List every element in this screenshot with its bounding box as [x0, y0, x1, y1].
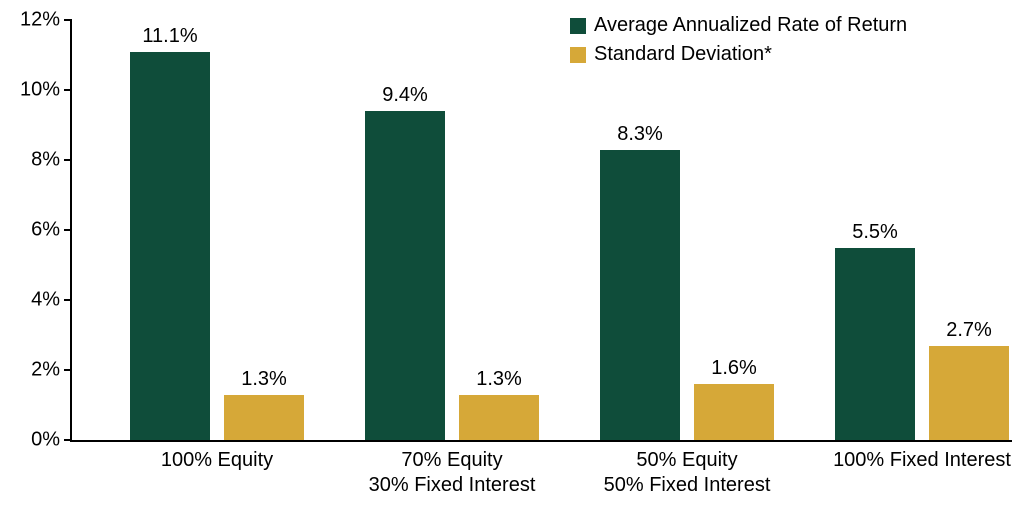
legend-swatch: [570, 18, 586, 34]
bar-value-label: 1.3%: [476, 368, 522, 391]
bar-group: 5.5%2.7%100% Fixed Interest: [812, 20, 1032, 440]
plot-area: 0%2%4%6%8%10%12%11.1%1.3%100% Equity9.4%…: [70, 20, 1012, 442]
bar-return: 11.1%: [130, 52, 210, 441]
y-axis-label: 2%: [31, 359, 60, 382]
legend-label: Standard Deviation*: [594, 43, 772, 66]
bar-return: 9.4%: [365, 111, 445, 440]
y-tick: [64, 299, 72, 301]
bar-value-label: 2.7%: [946, 319, 992, 342]
y-tick: [64, 19, 72, 21]
bar-value-label: 8.3%: [617, 123, 663, 146]
x-axis-label: 100% Equity: [161, 448, 273, 473]
legend-item: Average Annualized Rate of Return: [570, 14, 907, 37]
bar-return: 5.5%: [835, 248, 915, 441]
y-axis-label: 4%: [31, 289, 60, 312]
y-axis-label: 12%: [20, 9, 60, 32]
bar-value-label: 1.6%: [711, 357, 757, 380]
bar-group: 8.3%1.6%50% Equity 50% Fixed Interest: [577, 20, 797, 440]
x-axis-label: 70% Equity 30% Fixed Interest: [369, 448, 536, 498]
y-axis-label: 0%: [31, 429, 60, 452]
bar-value-label: 5.5%: [852, 221, 898, 244]
y-axis-label: 10%: [20, 79, 60, 102]
y-axis-label: 6%: [31, 219, 60, 242]
x-axis-label: 100% Fixed Interest: [833, 448, 1011, 473]
bar-stddev: 1.3%: [459, 395, 539, 441]
bar-value-label: 1.3%: [241, 368, 287, 391]
legend-item: Standard Deviation*: [570, 43, 907, 66]
y-tick: [64, 369, 72, 371]
bar-value-label: 11.1%: [142, 25, 197, 48]
bar-group: 11.1%1.3%100% Equity: [107, 20, 327, 440]
x-axis-label: 50% Equity 50% Fixed Interest: [604, 448, 771, 498]
bar-return: 8.3%: [600, 150, 680, 441]
y-tick: [64, 229, 72, 231]
bar-stddev: 1.3%: [224, 395, 304, 441]
y-tick: [64, 159, 72, 161]
bar-group: 9.4%1.3%70% Equity 30% Fixed Interest: [342, 20, 562, 440]
legend-label: Average Annualized Rate of Return: [594, 14, 907, 37]
y-tick: [64, 89, 72, 91]
bar-value-label: 9.4%: [382, 84, 428, 107]
y-axis-label: 8%: [31, 149, 60, 172]
chart-container: 0% 2% 4% 6% 8% 10% 12% 11.1% 1.3% 100% Equity 9.4%…: [0, 0, 1033, 516]
legend-swatch: [570, 47, 586, 63]
bar-stddev: 2.7%: [929, 346, 1009, 441]
legend: Average Annualized Rate of Return Standar…: [570, 14, 907, 66]
y-tick: [64, 439, 72, 441]
bar-stddev: 1.6%: [694, 384, 774, 440]
